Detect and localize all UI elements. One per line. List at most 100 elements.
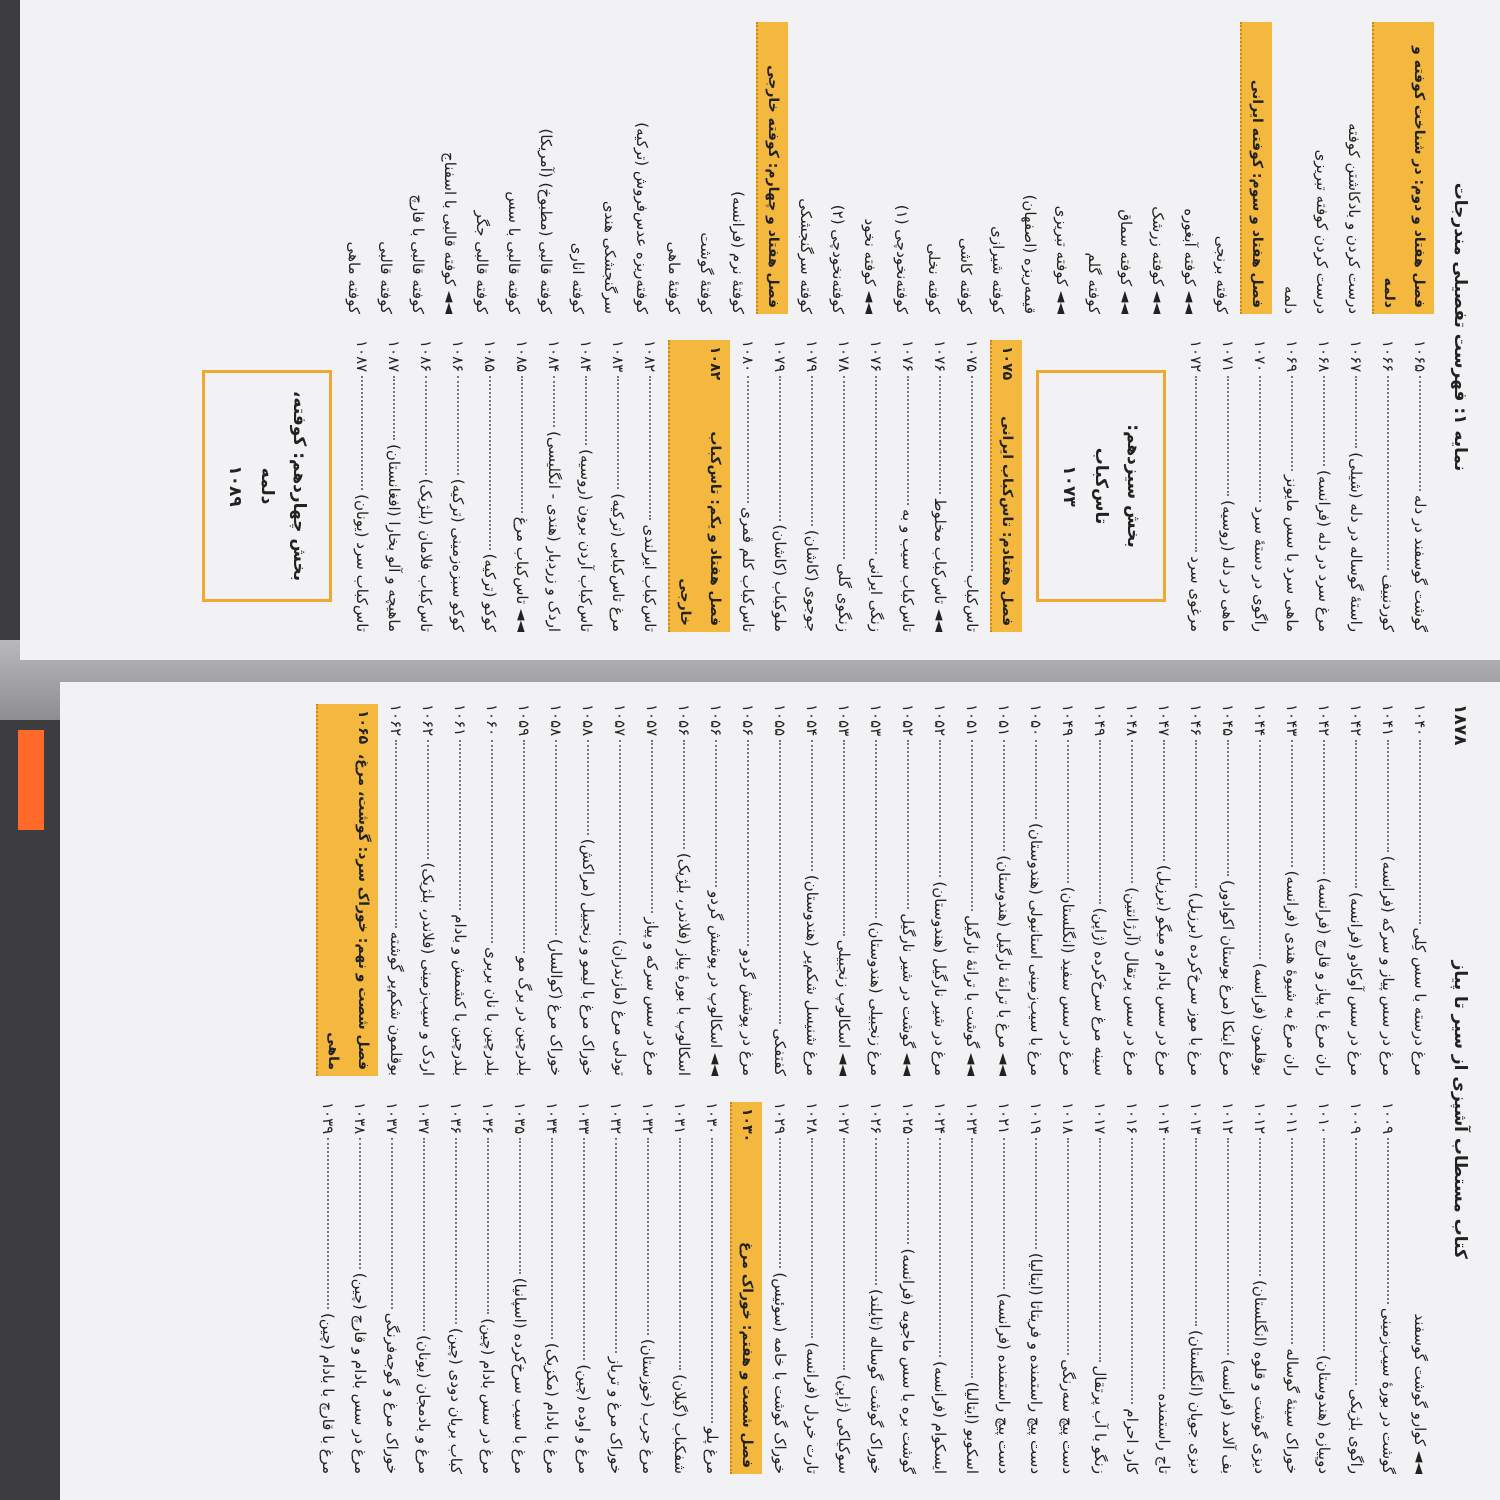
entry-page: ۱۰۱۹ xyxy=(1027,1102,1045,1135)
entry-title: کوفته‌ریزه عدس‌فروش (ترکیه) xyxy=(633,122,651,314)
entry-title: بوقلمون (فرانسه) xyxy=(1251,962,1269,1076)
index-entry: کوفته برنجی xyxy=(1206,22,1238,314)
dot-leader xyxy=(393,376,395,441)
entry-page: ۱۰۸۷ xyxy=(385,340,403,373)
entry-page: ۱۰۳۲ xyxy=(639,1102,657,1135)
index-entry: کوفته ماهی xyxy=(338,22,370,314)
entry-page: ۱۰۲۴ xyxy=(931,1102,949,1135)
entry-title: راگوی بلژیکی xyxy=(1347,1388,1365,1474)
entry-title: ◄◄ کوفته زرشک xyxy=(1149,206,1167,314)
dot-leader xyxy=(491,740,493,944)
entry-title: خوراک مرغ و گوجه‌فرنگی xyxy=(383,1312,401,1474)
entry-page: ۱۰۶۸ xyxy=(1315,340,1333,373)
index-entry: اسکالوپ با بورهٔ پیاز (فلاندر، بلژیک) ۱۰۵… xyxy=(668,704,700,1076)
entry-page: ۱۰۵۹ xyxy=(515,704,533,737)
dot-leader xyxy=(615,1138,617,1353)
dot-leader xyxy=(875,376,877,554)
dot-leader xyxy=(1291,1138,1293,1345)
index-entry: ◄◄ کوفته تبریزی xyxy=(1046,22,1078,314)
index-entry: کوفته‌ریزه عدس‌فروش (ترکیه) xyxy=(626,22,658,314)
entry-page: ۱۰۳۷ xyxy=(383,1102,401,1135)
entry-title: سینه مرغ سرخ‌کرده (ژاپن) xyxy=(1091,907,1109,1076)
entry-title: سوکیاکی (ژاپن) xyxy=(835,1374,853,1474)
index-entry: زنگوی گلی ۱۰۷۸ xyxy=(828,340,860,632)
dot-leader xyxy=(395,740,397,928)
entry-title: دوپیازه (هندوستان) xyxy=(1315,1354,1333,1474)
entry-page: ۱۰۲۹ xyxy=(771,1102,789,1135)
chapter-heading: فصل شصت و هفتم: خوراک مرغ ۱۰۳۰ xyxy=(730,1102,762,1474)
index-entry: ◄◄ تاس‌کباب مخلوط ۱۰۷۶ xyxy=(924,340,956,632)
entry-title: کوکو سبزه‌زمینی (ترکیه) xyxy=(449,478,467,632)
entry-title: ◄◄ کوفته آبغوره xyxy=(1181,208,1199,314)
index-entry: راستهٔ گوساله در دله (شیلی) ۱۰۶۷ xyxy=(1340,340,1372,632)
dot-leader xyxy=(1003,1138,1005,1289)
entry-title: خوراک گوشت گوساله (تایلند) xyxy=(867,1289,885,1474)
dot-leader xyxy=(683,740,685,849)
dot-leader xyxy=(779,1138,781,1269)
index-entry: مرغ اینکا (مرغ بوستان اکوادور) ۱۰۴۵ xyxy=(1212,704,1244,1076)
index-entry: کارد احرام ۱۰۱۶ xyxy=(1116,1102,1148,1474)
dot-leader xyxy=(1387,376,1389,571)
entry-title: کوفته قالبی (مطبوخ) (آمریکا) xyxy=(537,128,555,315)
index-entry: مرغ جرب (خوزستان) ۱۰۳۲ xyxy=(632,1102,664,1474)
index-entry: کوردنبیف ۱۰۶۶ xyxy=(1372,340,1404,632)
entry-title: زنگو با آب پرتقال xyxy=(1091,1365,1109,1474)
entry-page: ۱۰۶۵ xyxy=(1411,340,1429,373)
entry-title: مرغوی سرد xyxy=(1187,556,1205,632)
entry-title: گوشت گوسفند در دله xyxy=(1411,494,1429,632)
entry-page: ۱۰۳۶ xyxy=(447,1102,465,1135)
dot-leader xyxy=(427,740,429,859)
entry-title: ماهی سرد با سس مایونز xyxy=(1283,474,1301,632)
entry-title: ماهی در دله (روسیه) xyxy=(1219,500,1237,632)
index-entry: خوراک مرغ و گوجه‌فرنگی ۱۰۳۷ xyxy=(376,1102,408,1474)
dot-leader xyxy=(553,376,555,428)
index-entry: مرغ درسته با سس کِلی ۱۰۴۰ xyxy=(1404,704,1436,1076)
dot-leader xyxy=(425,376,427,475)
entry-title: مرغ در سس بادام و قارچ (چین) xyxy=(351,1272,369,1474)
index-entry: مرغ پلو ۱۰۳۰ xyxy=(696,1102,728,1474)
entry-page: ۱۰۵۷ xyxy=(643,704,661,737)
index-entry: اردک و سیب‌زمینی (فلاندر، بلژیک) ۱۰۶۲ xyxy=(412,704,444,1076)
entry-title: کوفته گلم xyxy=(1085,252,1103,315)
entry-title: ◄◄ مرغ با ترانهٔ نارگیل (هندوستان) xyxy=(995,855,1013,1076)
index-columns: گوشت گوسفند در دله ۱۰۶۵ کوردنبیف ۱۰۶۶ راستهٔ… xyxy=(188,22,1436,632)
entry-title: مرغ در شیر نارگیل (هندوستان) xyxy=(931,881,949,1076)
entry-title: اردک و سیب‌زمینی (فلاندر، بلژیک) xyxy=(419,862,437,1076)
index-column: مرغ درسته با سس کِلی ۱۰۴۰ مرغ در سس پیاز و… xyxy=(312,704,1436,1076)
index-entry: کوفته شیرازی xyxy=(982,22,1014,314)
entry-page: ۱۰۵۲ xyxy=(899,704,917,737)
index-entry: خوراک مرغ (کوالسار) ۱۰۵۸ xyxy=(540,704,572,1076)
index-entry: ◄◄ اسکالوپ در پوشش گردو ۱۰۵۶ xyxy=(700,704,732,1076)
entry-title: کارد احرام xyxy=(1123,1408,1141,1474)
entry-page: ۱۰۵۳ xyxy=(867,704,885,737)
index-entry: مرغ تاس‌کبابی (ترکیه) ۱۰۸۳ xyxy=(602,340,634,632)
entry-title: تاس‌کباب فلامان (بلژیک) xyxy=(417,478,435,632)
entry-page: ۱۰۴۲ xyxy=(1347,704,1365,737)
entry-page: ۱۰۴۰ xyxy=(1411,704,1429,737)
chapter-page: ۱۰۷۵ xyxy=(999,346,1015,381)
entry-title: ◄◄ کوفته قالبی با اسفناج xyxy=(441,152,459,314)
index-entry: مرغ با بادام (مکزیک) ۱۰۳۴ xyxy=(536,1102,568,1474)
index-columns: ◄◄ کوارو گوشت گوسفند گوشت در بورهٔ سیب‌زم… xyxy=(312,704,1436,1474)
index-entry: بلدرچین با کشمش و بادام ۱۰۶۱ xyxy=(444,704,476,1076)
entry-page: ۱۰۳۹ xyxy=(319,1102,337,1135)
entry-page: ۱۰۳۳ xyxy=(575,1102,593,1135)
chapter-heading: فصل هفتادم: تاس‌کباب ایرانی ۱۰۷۵ xyxy=(990,340,1022,632)
dot-leader xyxy=(711,1138,713,1424)
chapter-page: ۱۰۳۰ xyxy=(739,1108,755,1143)
dot-leader xyxy=(551,1138,553,1339)
entry-page: ۱۰۱۳ xyxy=(1187,1102,1205,1135)
dot-leader xyxy=(843,740,845,936)
header-title: کتاب مستطاب آشپزی از سیر تا پیاز xyxy=(1450,960,1470,1259)
chapter-title: فصل هفتاد و سوم: کوفته ایرانی xyxy=(1249,79,1265,308)
dot-leader xyxy=(843,1138,845,1371)
entry-title: خوراک مرغ با لیمو و زنجبیل (مراکش) xyxy=(579,838,597,1076)
entry-page: ۱۰۴۶ xyxy=(1187,704,1205,737)
entry-title: دیزی گوشت و قلوه (انگلستان) xyxy=(1251,1280,1269,1474)
entry-title: ◄◄ کوفته سماق xyxy=(1117,209,1135,314)
entry-title: تودلی مرغ (مازندران) xyxy=(611,939,629,1076)
chapter-title: فصل شصت و نهم: خوراک سرد: گوشت، مرغ، ماه… xyxy=(325,753,371,1070)
entry-page: ۱۰۵۶ xyxy=(675,704,693,737)
dot-leader xyxy=(1195,376,1197,553)
dot-leader xyxy=(875,740,877,918)
